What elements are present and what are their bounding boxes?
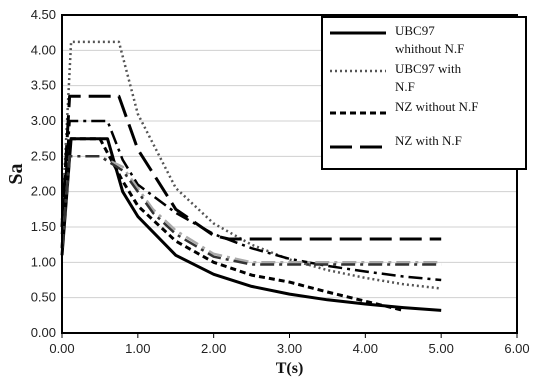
legend: UBC97 whithout N.F UBC97 with N.F NZ without… (321, 16, 527, 170)
series-line-6 (60, 155, 442, 264)
x-tick-label: 6.00 (504, 341, 529, 356)
x-tick-label: 0.00 (49, 341, 74, 356)
y-tick-label: 0.00 (31, 325, 56, 340)
series-layer (60, 40, 442, 312)
series-line-7 (60, 155, 442, 266)
x-tick-label: 4.00 (353, 341, 378, 356)
series-line-1 (60, 137, 442, 312)
y-axis-ticks: 0.00 0.50 1.00 1.50 2.00 2.50 3.00 3.50 4.00 4.50 (31, 7, 56, 340)
legend-label: UBC97 with (395, 61, 462, 76)
series-line-3 (60, 137, 404, 312)
y-tick-label: 4.00 (31, 42, 56, 57)
x-axis-title: T(s) (276, 360, 304, 377)
x-tick-label: 3.00 (277, 341, 302, 356)
legend-label: whithout N.F (395, 41, 464, 56)
y-tick-label: 2.50 (31, 148, 56, 163)
y-tick-label: 3.00 (31, 113, 56, 128)
legend-label: NZ with N.F (395, 133, 462, 148)
x-tick-label: 2.00 (201, 341, 226, 356)
y-tick-label: 1.50 (31, 219, 56, 234)
series-line-5 (60, 119, 442, 282)
y-tick-label: 0.50 (31, 290, 56, 305)
y-tick-label: 2.00 (31, 184, 56, 199)
x-tick-label: 5.00 (429, 341, 454, 356)
y-tick-label: 1.00 (31, 254, 56, 269)
legend-label: UBC97 (395, 23, 435, 38)
x-axis-ticks: 0.00 1.00 2.00 3.00 4.00 5.00 6.00 (49, 333, 530, 356)
y-axis-title: Sa (5, 163, 27, 184)
y-tick-label: 3.50 (31, 78, 56, 93)
legend-label: N.F (395, 79, 415, 94)
y-tick-label: 4.50 (31, 7, 56, 22)
legend-label: NZ without N.F (395, 99, 478, 114)
x-tick-label: 1.00 (125, 341, 150, 356)
legend-box (321, 16, 527, 170)
